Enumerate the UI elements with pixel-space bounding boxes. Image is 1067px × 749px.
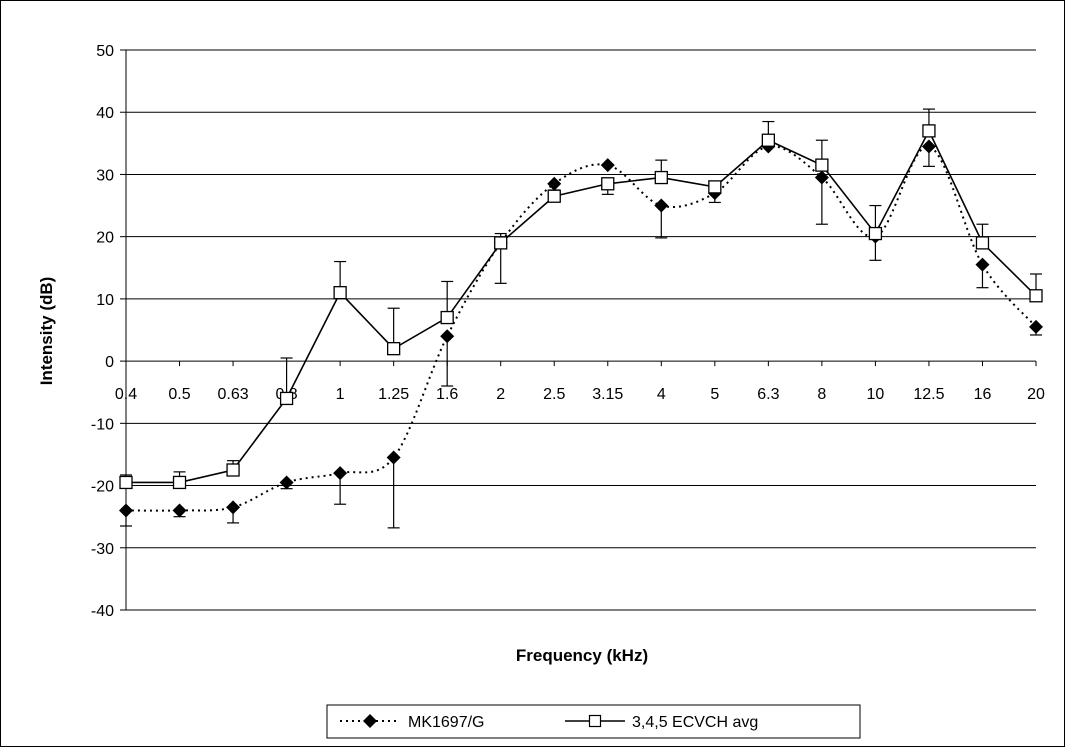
x-tick-label: 1 — [336, 386, 345, 403]
data-point — [226, 500, 241, 515]
x-tick-label: 10 — [867, 386, 885, 403]
x-tick-label: 16 — [974, 386, 992, 403]
x-tick-label: 1.6 — [436, 386, 458, 403]
x-tick-label: 20 — [1027, 386, 1045, 403]
x-tick-label: 12.5 — [913, 386, 944, 403]
y-tick-label: 50 — [96, 43, 114, 60]
data-point — [761, 133, 776, 147]
y-tick-label: 30 — [96, 167, 114, 184]
data-point — [386, 342, 401, 356]
y-tick-labels: -40 -30 -20 -10 0 10 20 30 40 50 — [91, 43, 114, 620]
x-tick-label: 5 — [710, 386, 719, 403]
legend-label-ecvch: 3,4,5 ECVCH avg — [632, 714, 758, 731]
y-tick-label: -20 — [91, 479, 114, 496]
data-point — [1029, 319, 1043, 334]
data-point — [708, 180, 722, 194]
x-tick-labels: 0.40.50.630.811.251.622.53.15456.381012.… — [115, 386, 1045, 403]
grid-layer — [120, 49, 1037, 611]
data-point — [654, 170, 668, 185]
series-layer — [119, 108, 1043, 529]
y-tick-label: 10 — [96, 292, 114, 309]
x-tick-label: 1.25 — [378, 386, 409, 403]
data-point — [1029, 289, 1043, 303]
data-point — [868, 226, 883, 241]
data-point — [279, 475, 294, 490]
legend: MK1697/G 3,4,5 ECVCH avg — [326, 704, 861, 739]
data-point — [654, 198, 669, 213]
y-tick-label: 0 — [105, 354, 114, 371]
legend-swatch-marker-ecvch — [588, 714, 602, 728]
legend-swatch-marker-mk1697 — [363, 714, 377, 728]
data-point — [386, 450, 401, 465]
x-tick-label: 0.63 — [217, 386, 248, 403]
data-point — [547, 189, 561, 203]
data-point — [600, 158, 615, 173]
y-axis-title: Intensity (dB) — [37, 277, 56, 386]
data-point — [279, 391, 294, 406]
y-tick-label: -30 — [91, 541, 114, 558]
series-1 — [119, 108, 1043, 490]
x-tick-label: 3.15 — [592, 386, 623, 403]
data-point — [601, 177, 615, 191]
y-tick-label: -40 — [91, 603, 114, 620]
x-tick-label: 6.3 — [757, 386, 779, 403]
x-tick-label: 4 — [657, 386, 666, 403]
y-tick-label: -10 — [91, 416, 114, 433]
x-tick-label: 0.5 — [168, 386, 190, 403]
data-point — [494, 236, 508, 250]
data-point — [119, 475, 133, 490]
series-line-1 — [126, 129, 1037, 484]
data-point — [440, 329, 455, 344]
data-point — [921, 139, 936, 154]
y-tick-label: 40 — [96, 105, 114, 122]
x-tick-label: 2 — [496, 386, 505, 403]
series-0 — [119, 139, 1043, 529]
data-point — [975, 236, 990, 250]
data-point — [333, 466, 348, 481]
series-line-0 — [125, 145, 1037, 512]
data-point — [333, 286, 347, 300]
data-point — [440, 310, 454, 325]
data-point — [226, 463, 240, 477]
data-point — [172, 503, 187, 518]
x-axis-title: Frequency (kHz) — [516, 646, 648, 665]
x-tick-label: 2.5 — [543, 386, 565, 403]
x-tick-label: 8 — [817, 386, 826, 403]
data-point — [922, 124, 936, 138]
data-point — [975, 257, 990, 272]
data-point — [547, 176, 562, 191]
data-point — [814, 170, 829, 185]
data-point — [119, 503, 133, 518]
y-tick-label: 20 — [96, 230, 114, 247]
legend-label-mk1697: MK1697/G — [408, 714, 484, 731]
x-tick-label: 0.4 — [115, 386, 137, 403]
data-point — [815, 158, 829, 172]
data-point — [172, 475, 187, 490]
